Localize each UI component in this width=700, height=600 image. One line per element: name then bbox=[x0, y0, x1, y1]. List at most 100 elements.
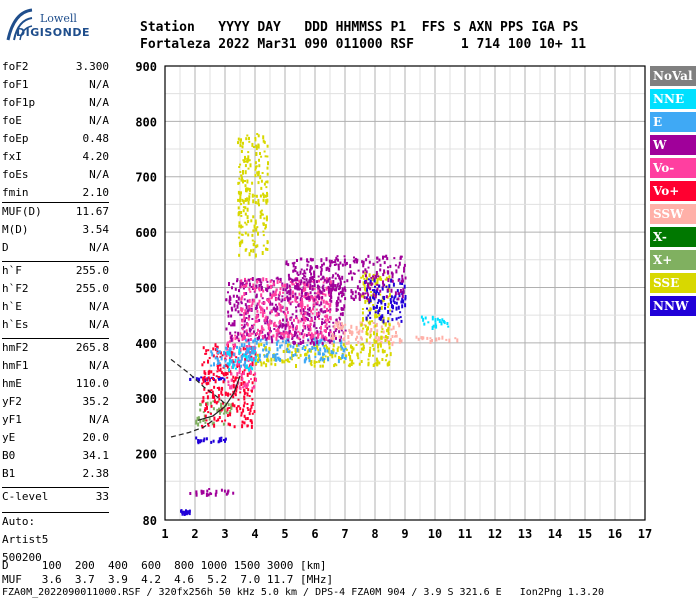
echo-point bbox=[378, 316, 381, 320]
echo-point bbox=[436, 317, 439, 321]
echo-point bbox=[344, 263, 347, 267]
echo-point bbox=[392, 325, 395, 330]
echo-point bbox=[297, 330, 300, 333]
echo-point bbox=[360, 360, 363, 363]
echo-point bbox=[237, 331, 240, 336]
echo-point bbox=[291, 358, 293, 361]
echo-point bbox=[448, 338, 451, 343]
echo-point bbox=[325, 329, 327, 333]
echo-point bbox=[309, 257, 312, 261]
echo-point bbox=[303, 333, 306, 337]
param-row-h-f: h`F 255.0 bbox=[2, 261, 109, 280]
echo-point bbox=[237, 405, 240, 408]
echo-point bbox=[241, 177, 244, 180]
echo-point bbox=[243, 343, 246, 348]
echo-point bbox=[306, 296, 309, 300]
echo-point bbox=[205, 352, 208, 355]
echo-point bbox=[375, 292, 377, 297]
echo-point bbox=[376, 278, 379, 282]
echo-point bbox=[261, 251, 264, 255]
echo-point bbox=[270, 335, 273, 340]
echo-point bbox=[240, 302, 243, 305]
echo-point bbox=[250, 419, 253, 423]
echo-point bbox=[261, 172, 264, 174]
echo-point bbox=[364, 271, 367, 275]
echo-point bbox=[237, 357, 240, 360]
echo-point bbox=[275, 329, 278, 333]
echo-point bbox=[304, 307, 306, 310]
echo-point bbox=[189, 377, 192, 381]
echo-point bbox=[244, 360, 247, 365]
echo-point bbox=[246, 386, 248, 389]
echo-point bbox=[240, 373, 243, 378]
echo-point bbox=[361, 260, 364, 264]
echo-point bbox=[240, 324, 243, 327]
echo-point bbox=[243, 323, 246, 328]
echo-point bbox=[360, 347, 363, 351]
echo-point bbox=[195, 420, 198, 425]
echo-point bbox=[267, 299, 270, 302]
echo-point bbox=[373, 277, 376, 280]
echo-point bbox=[204, 414, 207, 418]
echo-point bbox=[300, 317, 303, 321]
echo-point bbox=[391, 272, 394, 276]
echo-point bbox=[255, 362, 258, 365]
param-name: h`Es bbox=[2, 318, 29, 331]
echo-point bbox=[322, 275, 325, 279]
echo-point bbox=[218, 416, 221, 419]
echo-point bbox=[214, 492, 217, 497]
echo-point bbox=[344, 356, 347, 360]
y-tick-label: 700 bbox=[135, 171, 157, 185]
echo-point bbox=[377, 275, 380, 278]
echo-point bbox=[269, 292, 272, 297]
echo-point bbox=[372, 295, 375, 300]
echo-point bbox=[302, 316, 305, 320]
echo-point bbox=[237, 296, 240, 301]
echo-point bbox=[279, 324, 282, 327]
echo-point bbox=[321, 358, 324, 362]
echo-point bbox=[321, 341, 324, 345]
echo-point bbox=[233, 322, 236, 327]
echo-point bbox=[431, 315, 434, 318]
echo-point bbox=[342, 343, 345, 347]
echo-point bbox=[286, 358, 289, 363]
echo-point bbox=[259, 194, 262, 198]
echo-point bbox=[279, 344, 282, 349]
echo-point bbox=[266, 241, 269, 244]
echo-point bbox=[389, 338, 392, 342]
echo-point bbox=[247, 158, 250, 162]
echo-point bbox=[291, 262, 294, 265]
echo-point bbox=[311, 280, 314, 283]
echo-point bbox=[199, 408, 202, 412]
echo-point bbox=[315, 308, 318, 311]
echo-point bbox=[369, 349, 371, 354]
echo-point bbox=[262, 289, 265, 293]
echo-point bbox=[267, 336, 270, 340]
echo-point bbox=[202, 411, 205, 414]
echo-point bbox=[366, 287, 369, 292]
echo-point bbox=[393, 296, 396, 300]
echo-point bbox=[210, 364, 213, 367]
echo-point bbox=[272, 282, 275, 286]
echo-point bbox=[225, 371, 227, 376]
echo-point bbox=[308, 309, 311, 312]
echo-point bbox=[332, 351, 335, 355]
echo-point bbox=[315, 292, 318, 295]
echo-point bbox=[294, 292, 297, 296]
echo-point bbox=[397, 297, 400, 301]
echo-point bbox=[265, 337, 268, 341]
echo-point bbox=[391, 342, 394, 347]
echo-point bbox=[229, 347, 232, 351]
echo-point bbox=[399, 256, 402, 260]
echo-point bbox=[295, 284, 298, 288]
param-value: N/A bbox=[89, 318, 109, 331]
echo-point bbox=[441, 335, 444, 340]
echo-point bbox=[384, 359, 387, 362]
echo-point bbox=[244, 358, 247, 361]
echo-point bbox=[370, 294, 373, 297]
echo-point bbox=[251, 398, 254, 401]
echo-point bbox=[424, 316, 427, 320]
echo-point bbox=[246, 382, 249, 387]
echo-point bbox=[313, 321, 316, 324]
echo-point bbox=[351, 350, 353, 354]
